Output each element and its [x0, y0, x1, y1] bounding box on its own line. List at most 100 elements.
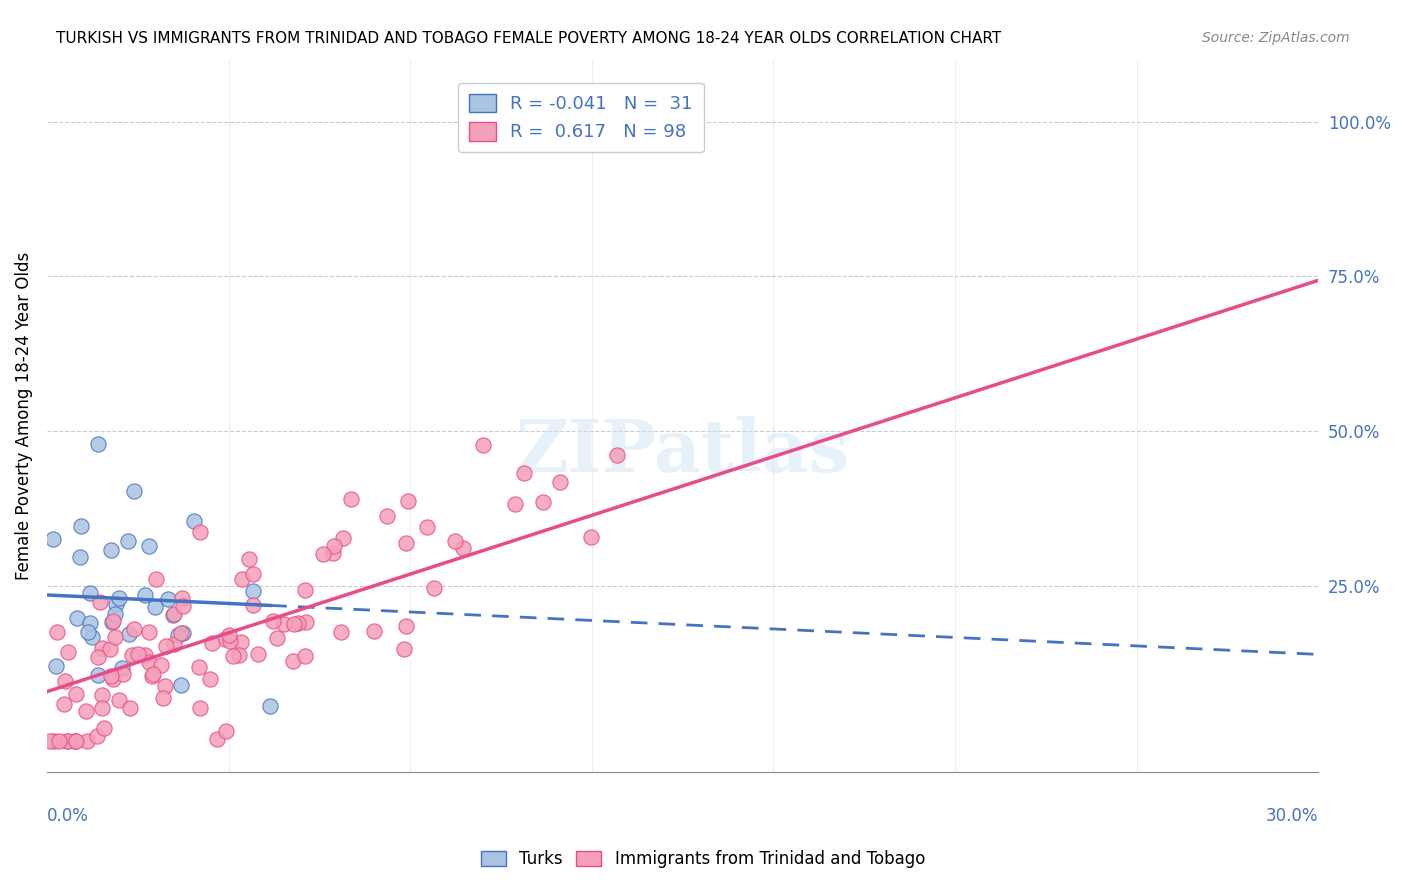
Point	[312, 547, 335, 561]
Point	[138, 656, 160, 670]
Point	[79, 615, 101, 630]
Point	[162, 608, 184, 623]
Point	[46, 625, 69, 640]
Point	[214, 632, 236, 646]
Point	[395, 619, 418, 633]
Point	[111, 667, 134, 681]
Point	[58, 733, 80, 747]
Point	[605, 449, 627, 463]
Point	[262, 614, 284, 628]
Point	[188, 700, 211, 714]
Point	[375, 509, 398, 524]
Point	[87, 649, 110, 664]
Point	[152, 691, 174, 706]
Point	[283, 616, 305, 631]
Point	[145, 572, 167, 586]
Point	[163, 637, 186, 651]
Point	[142, 667, 165, 681]
Point	[45, 659, 67, 673]
Point	[117, 533, 139, 548]
Text: Source: ZipAtlas.com: Source: ZipAtlas.com	[1202, 31, 1350, 45]
Point	[103, 672, 125, 686]
Text: TURKISH VS IMMIGRANTS FROM TRINIDAD AND TOBAGO FEMALE POVERTY AMONG 18-24 YEAR O: TURKISH VS IMMIGRANTS FROM TRINIDAD AND …	[56, 31, 1001, 46]
Point	[65, 611, 87, 625]
Point	[90, 701, 112, 715]
Point	[91, 688, 114, 702]
Point	[273, 616, 295, 631]
Point	[63, 733, 86, 747]
Point	[238, 552, 260, 566]
Point	[163, 607, 186, 622]
Point	[93, 721, 115, 735]
Point	[104, 630, 127, 644]
Point	[77, 625, 100, 640]
Point	[108, 591, 131, 605]
Point	[155, 639, 177, 653]
Point	[242, 598, 264, 612]
Point	[322, 546, 344, 560]
Point	[87, 436, 110, 450]
Point	[294, 615, 316, 629]
Point	[42, 532, 65, 546]
Point	[52, 697, 75, 711]
Point	[122, 483, 145, 498]
Point	[228, 648, 250, 662]
Point	[287, 616, 309, 631]
Point	[118, 701, 141, 715]
Point	[86, 729, 108, 743]
Point	[98, 642, 121, 657]
Point	[69, 518, 91, 533]
Point	[65, 687, 87, 701]
Point	[190, 525, 212, 540]
Point	[157, 592, 180, 607]
Point	[118, 627, 141, 641]
Text: ZIPatlas: ZIPatlas	[516, 416, 849, 487]
Point	[246, 647, 269, 661]
Point	[170, 678, 193, 692]
Point	[91, 640, 114, 655]
Point	[153, 679, 176, 693]
Point	[579, 530, 602, 544]
Point	[218, 627, 240, 641]
Point	[42, 733, 65, 747]
Point	[201, 636, 224, 650]
Point	[242, 566, 264, 581]
Point	[105, 597, 128, 611]
Point	[172, 599, 194, 613]
Point	[75, 704, 97, 718]
Point	[134, 648, 156, 663]
Point	[218, 634, 240, 648]
Text: 30.0%: 30.0%	[1265, 807, 1319, 825]
Point	[39, 733, 62, 747]
Point	[138, 625, 160, 640]
Point	[332, 532, 354, 546]
Legend: R = -0.041   N =  31, R =  0.617   N = 98: R = -0.041 N = 31, R = 0.617 N = 98	[458, 83, 704, 153]
Point	[138, 539, 160, 553]
Point	[205, 732, 228, 747]
Point	[172, 591, 194, 605]
Point	[416, 520, 439, 534]
Point	[183, 514, 205, 528]
Point	[63, 733, 86, 747]
Point	[127, 647, 149, 661]
Point	[339, 491, 361, 506]
Point	[222, 648, 245, 663]
Point	[472, 438, 495, 452]
Point	[122, 622, 145, 636]
Point	[121, 648, 143, 662]
Point	[322, 539, 344, 553]
Point	[167, 627, 190, 641]
Point	[242, 584, 264, 599]
Point	[170, 625, 193, 640]
Point	[259, 699, 281, 714]
Point	[134, 588, 156, 602]
Point	[423, 582, 446, 596]
Point	[187, 660, 209, 674]
Point	[86, 668, 108, 682]
Point	[363, 624, 385, 639]
Y-axis label: Female Poverty Among 18-24 Year Olds: Female Poverty Among 18-24 Year Olds	[15, 252, 32, 580]
Point	[65, 733, 87, 747]
Point	[172, 626, 194, 640]
Legend: Turks, Immigrants from Trinidad and Tobago: Turks, Immigrants from Trinidad and Toba…	[474, 844, 932, 875]
Point	[69, 550, 91, 565]
